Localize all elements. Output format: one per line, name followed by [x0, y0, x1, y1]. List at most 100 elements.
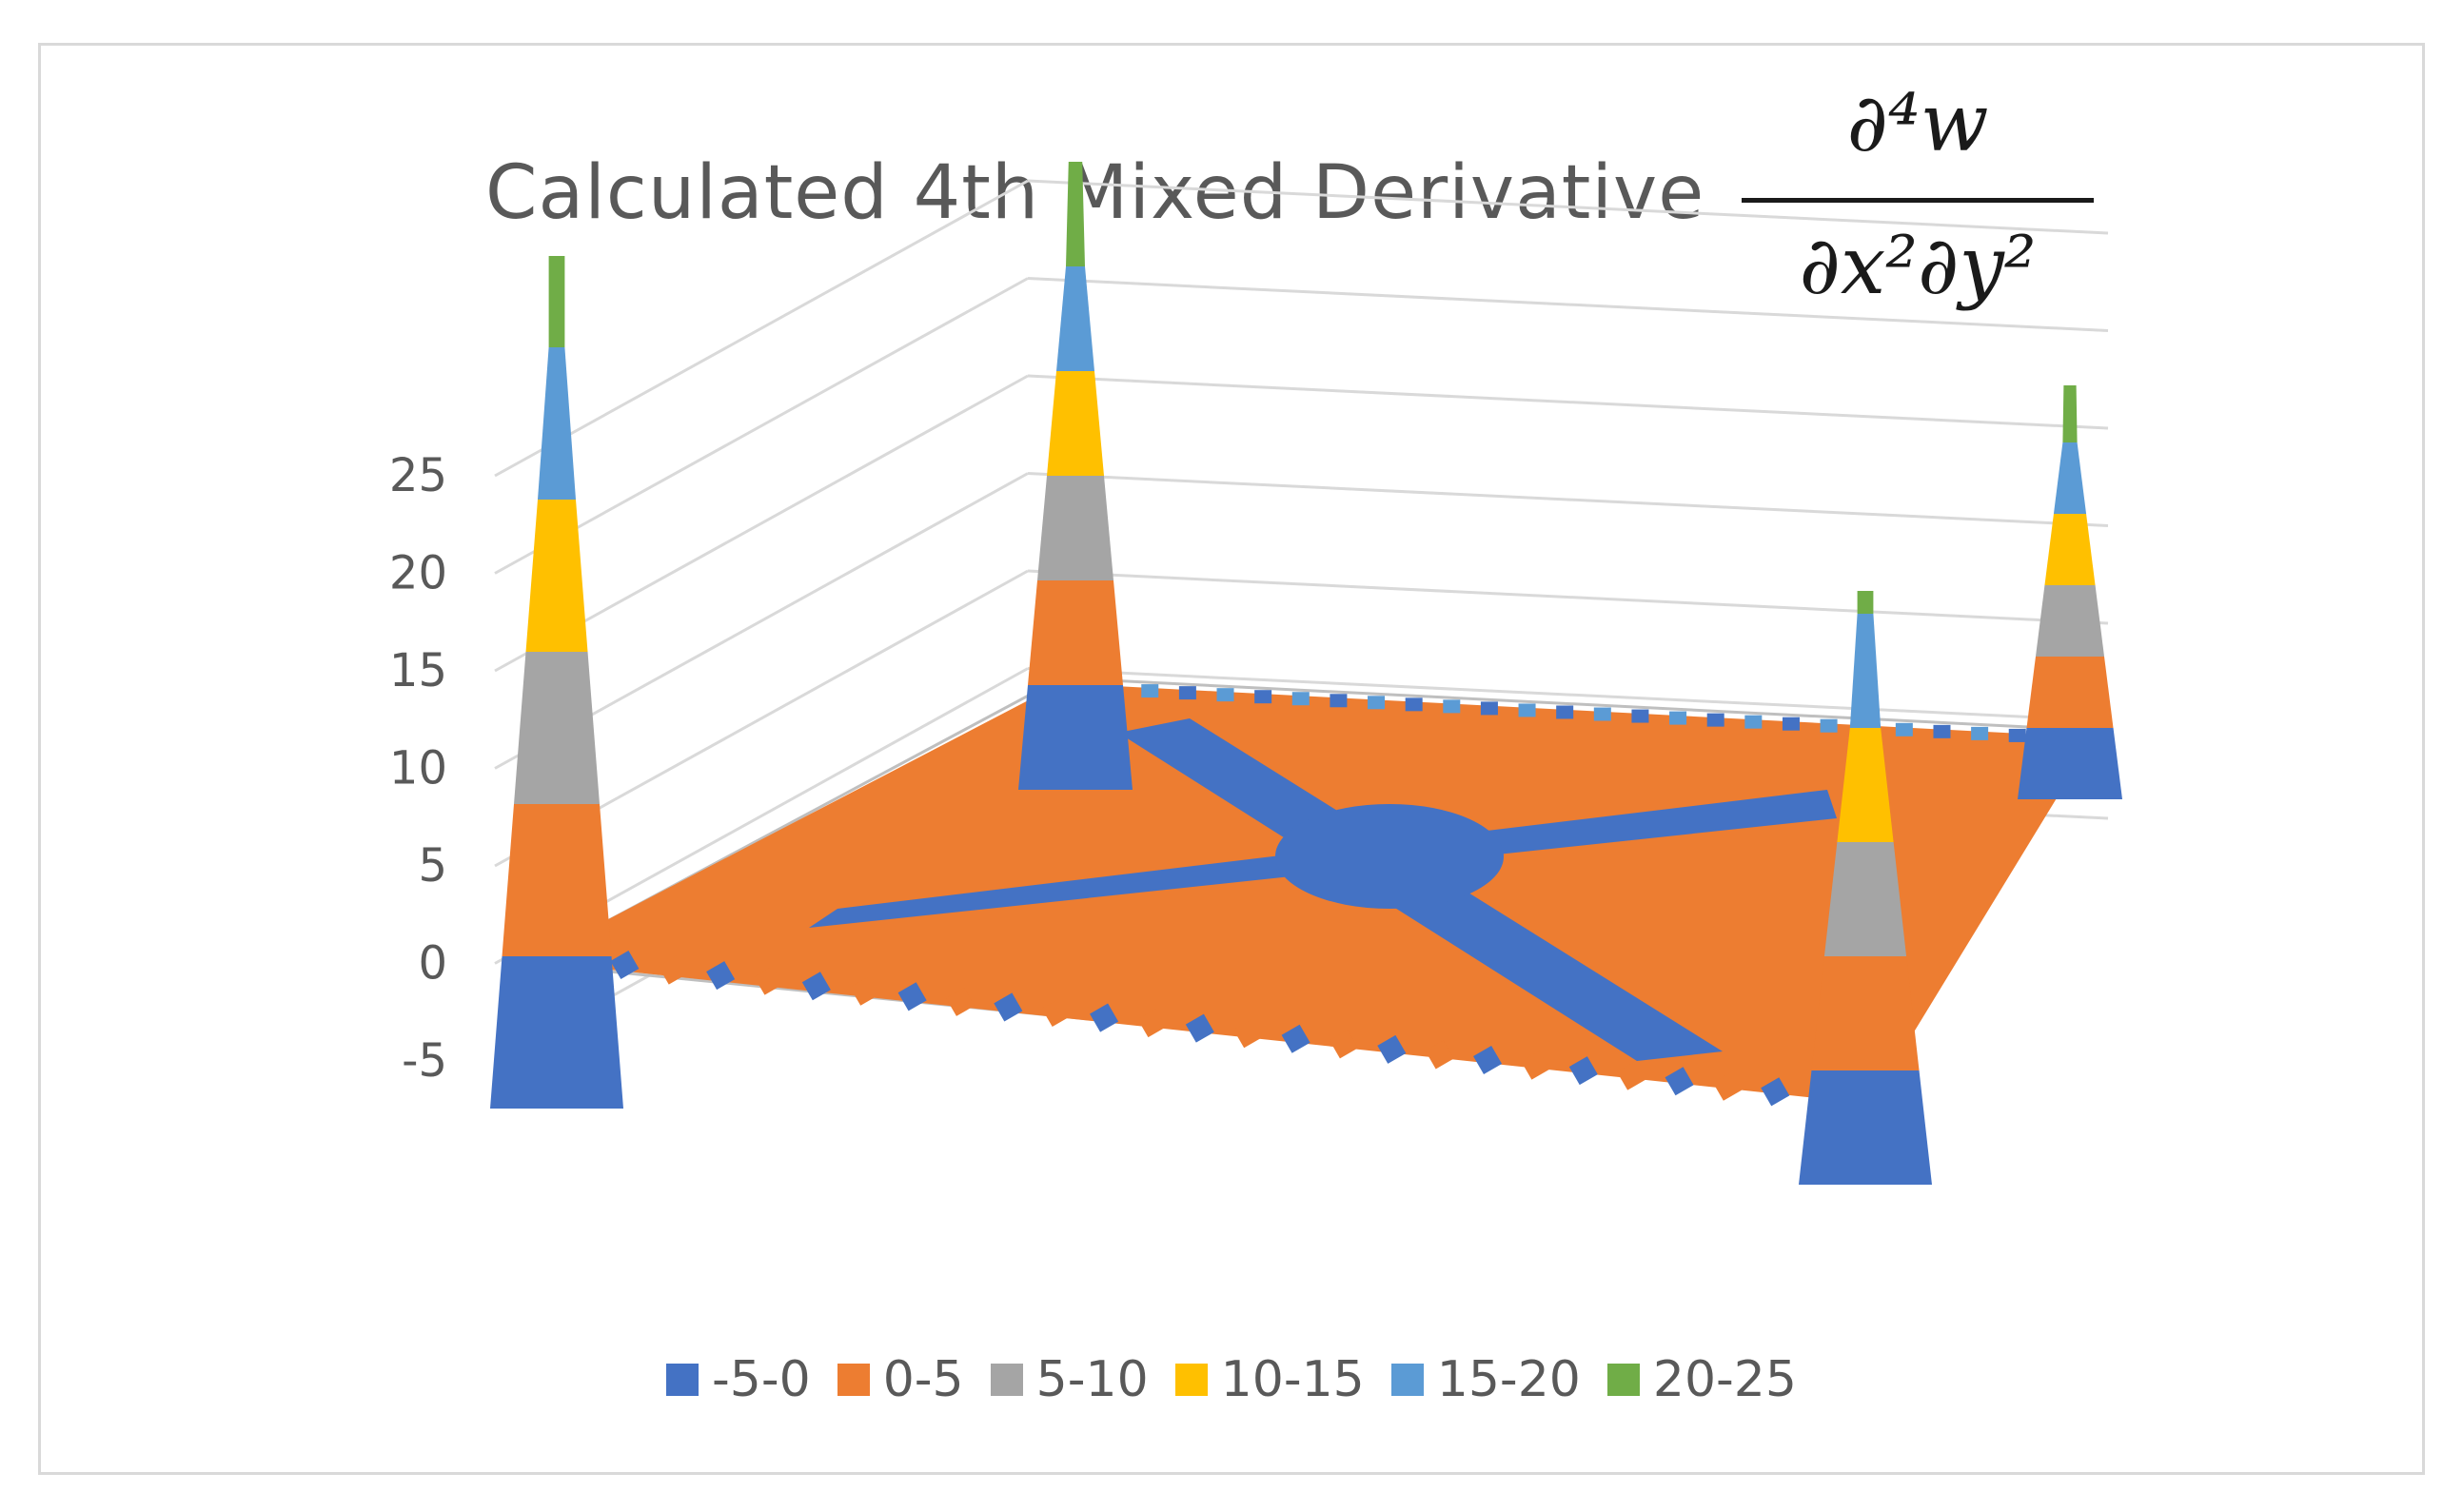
edge-ripple: [1425, 1040, 1454, 1070]
chart-title: Calculated 4th Mixed Derivative: [485, 150, 1705, 236]
legend-item: -5-0: [666, 1348, 811, 1408]
peak-band: [538, 347, 576, 500]
legend-swatch: [837, 1363, 870, 1396]
z-tick-label: 15: [389, 644, 447, 697]
edge-ripple: [610, 950, 640, 980]
edge-ripple: [1137, 1009, 1167, 1038]
edge-ripple: [1330, 694, 1348, 708]
peak-band: [1849, 614, 1882, 728]
edge-ripple: [1782, 717, 1800, 731]
peak-band: [1857, 591, 1874, 614]
gridline-left-wall: [494, 179, 1029, 478]
edge-ripple: [1669, 711, 1687, 725]
legend-label: -5-0: [712, 1350, 811, 1408]
edge-ripple: [1744, 715, 1763, 729]
legend-label: 10-15: [1220, 1350, 1365, 1408]
peak-band: [2018, 728, 2122, 799]
edge-ripple: [1473, 1045, 1503, 1075]
edge-ripple: [1568, 1056, 1598, 1086]
edge-ripple: [1443, 699, 1461, 714]
peak-band: [525, 500, 588, 652]
edge-ripple: [658, 955, 687, 985]
edge-ripple: [1933, 724, 1951, 738]
edge-ripple: [1761, 1077, 1790, 1107]
peak-band: [1811, 956, 1920, 1070]
edge-ripple: [1178, 686, 1196, 700]
legend-label: 15-20: [1436, 1350, 1581, 1408]
z-tick-label: -5: [402, 1034, 447, 1088]
legend-item: 0-5: [837, 1348, 964, 1408]
edge-ripple: [1593, 707, 1611, 721]
gridline-back-wall: [1027, 277, 2109, 332]
peak-band: [1047, 371, 1104, 476]
peak-band: [2062, 385, 2078, 442]
edge-ripple: [2008, 728, 2026, 742]
edge-ripple: [1631, 709, 1649, 723]
gridline-back-wall: [1027, 179, 2109, 235]
peak-band: [490, 956, 623, 1109]
legend-label: 5-10: [1035, 1350, 1149, 1408]
z-tick-label: 0: [418, 937, 447, 991]
legend-item: 15-20: [1390, 1348, 1581, 1408]
legend-swatch: [1606, 1363, 1640, 1396]
edge-ripple: [754, 966, 783, 995]
edge-ripple: [897, 982, 927, 1011]
edge-ripple: [1233, 1019, 1263, 1049]
gridline-back-wall: [1027, 374, 2109, 430]
center-blob: [1275, 804, 1504, 909]
edge-ripple: [1281, 1024, 1310, 1053]
edge-ripple: [801, 972, 831, 1001]
edge-ripple: [1216, 688, 1234, 702]
formula-numerator: ∂⁴w: [1846, 76, 1989, 169]
edge-ripple: [850, 976, 879, 1006]
legend: -5-0 0-5 5-10 10-15 15-20 20-25: [0, 1346, 2463, 1408]
peak-band: [1837, 728, 1894, 842]
edge-ripple: [1712, 1071, 1742, 1101]
edge-ripple: [1329, 1030, 1358, 1059]
legend-swatch: [1390, 1363, 1424, 1396]
edge-ripple: [994, 992, 1023, 1022]
edge-ripple: [1377, 1034, 1407, 1064]
peak-band: [1018, 685, 1133, 790]
edge-ripple: [1665, 1067, 1694, 1096]
peak-band: [502, 804, 612, 956]
legend-swatch: [990, 1363, 1023, 1396]
surface-peaks: [490, 162, 2122, 1185]
peak-band: [2035, 585, 2105, 657]
edge-ripple: [1185, 1013, 1214, 1043]
edge-ripple: [1521, 1051, 1550, 1080]
edge-ripple: [1141, 684, 1159, 698]
edge-ripple: [1368, 696, 1386, 710]
edge-ripple: [1405, 697, 1423, 712]
edge-ripple: [1291, 692, 1310, 706]
peak-band: [2053, 442, 2087, 514]
legend-item: 10-15: [1174, 1348, 1365, 1408]
gridline-back-wall: [1027, 472, 2109, 527]
formula-denominator: ∂x²∂y²: [1799, 219, 2037, 312]
z-tick-label: 10: [389, 742, 447, 795]
edge-ripple: [1617, 1061, 1646, 1090]
peak-band: [1028, 580, 1123, 685]
edge-ripple: [706, 961, 736, 991]
peak-band: [1066, 162, 1085, 266]
peak-band: [1056, 266, 1094, 371]
legend-swatch: [666, 1363, 699, 1396]
z-axis-ticks: 25 20 15 10 5 0 -5: [389, 449, 447, 1088]
peak-band: [2044, 514, 2096, 585]
edge-ripple: [1706, 713, 1724, 727]
gridline-back-wall: [1027, 667, 2109, 722]
peak-band: [548, 256, 565, 347]
edge-ripple: [1895, 722, 1913, 736]
floor-pattern: [809, 718, 1837, 1061]
peak-band: [1823, 842, 1907, 956]
gridline-left-wall: [494, 277, 1029, 575]
legend-item: 5-10: [990, 1348, 1149, 1408]
formula-fraction-bar: [1742, 198, 2094, 203]
edge-ripple: [945, 987, 975, 1016]
legend-label: 0-5: [882, 1350, 964, 1408]
z-tick-label: 5: [418, 839, 447, 893]
formula: ∂⁴w ∂x²∂y²: [1742, 76, 2094, 343]
edge-ripple: [1556, 705, 1574, 719]
edge-ripple: [1820, 718, 1838, 733]
